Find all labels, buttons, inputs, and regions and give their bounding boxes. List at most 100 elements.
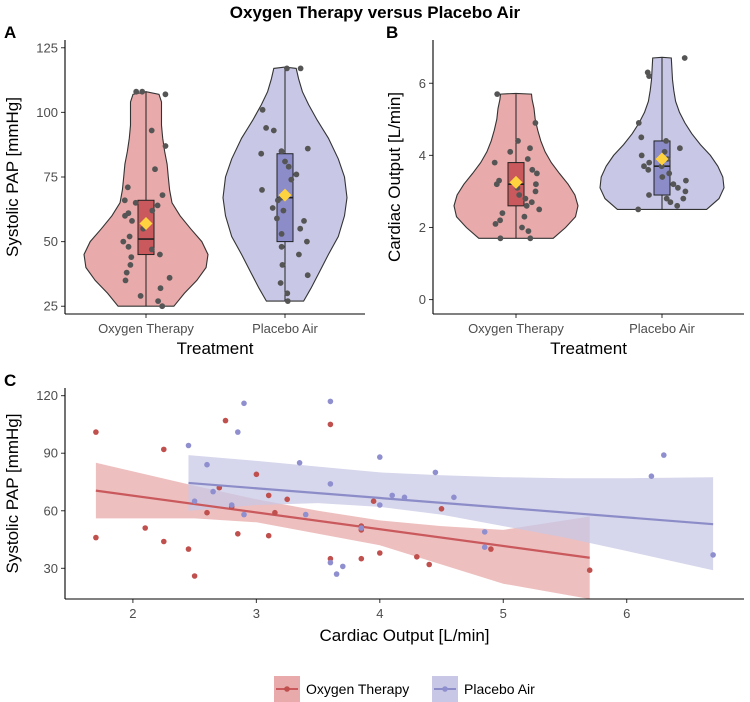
data-point-placebo <box>340 563 346 570</box>
data-point-oxygen <box>126 233 133 240</box>
data-point-oxygen <box>527 145 533 152</box>
data-point-oxygen <box>507 148 514 155</box>
data-point-placebo <box>277 280 284 286</box>
y-tick-label: 25 <box>44 299 58 314</box>
data-point-placebo <box>280 207 287 214</box>
data-point-placebo <box>270 127 277 134</box>
data-point-placebo <box>191 498 198 505</box>
data-point-placebo <box>301 218 307 224</box>
y-axis-title: Systolic PAP [mmHg] <box>3 414 22 574</box>
data-point-placebo <box>646 73 652 79</box>
data-point-oxygen <box>159 192 166 199</box>
data-point-oxygen <box>185 546 192 552</box>
mean-marker-placebo <box>278 188 292 202</box>
data-point-oxygen <box>122 277 129 284</box>
data-point-oxygen <box>327 555 334 562</box>
data-point-oxygen <box>148 246 155 253</box>
data-point-oxygen <box>152 166 158 173</box>
panel-a-violin-chart: 25 50 75 100 125 Oxygen Therapy Placebo Air Tre… <box>3 40 365 358</box>
x-axis-title: Treatment <box>550 339 627 358</box>
data-point-placebo <box>304 272 311 279</box>
confidence-band-placebo <box>188 455 714 571</box>
panel-label-a: A <box>4 23 16 42</box>
data-point-oxygen <box>148 127 155 134</box>
data-point-oxygen <box>149 207 156 214</box>
y-tick-label: 120 <box>36 388 58 403</box>
data-point-placebo <box>297 65 304 72</box>
data-point-oxygen <box>162 91 169 98</box>
data-point-placebo <box>638 152 645 159</box>
data-point-placebo <box>646 192 652 198</box>
data-point-placebo <box>241 400 247 407</box>
data-point-placebo <box>259 106 266 113</box>
data-point-placebo <box>710 552 716 558</box>
data-point-placebo <box>670 181 677 188</box>
data-point-oxygen <box>93 429 99 435</box>
data-point-oxygen <box>521 213 528 220</box>
data-point-placebo <box>646 159 653 166</box>
y-tick-label: 2 <box>419 220 426 235</box>
y-tick-label: 60 <box>44 503 58 518</box>
data-point-placebo <box>666 170 673 177</box>
data-point-placebo <box>185 442 192 449</box>
data-point-placebo <box>327 398 334 405</box>
x-tick-label-placebo: Placebo Air <box>629 321 695 336</box>
data-point-oxygen <box>142 525 148 531</box>
data-point-placebo <box>274 215 280 222</box>
data-point-placebo <box>327 559 334 566</box>
data-point-placebo <box>284 298 291 304</box>
legend-key-placebo-point <box>442 686 448 692</box>
data-point-placebo <box>228 502 235 508</box>
data-point-oxygen <box>523 202 530 209</box>
data-point-oxygen <box>272 509 278 516</box>
data-point-oxygen <box>157 285 164 292</box>
data-point-placebo <box>432 469 439 476</box>
data-point-oxygen <box>161 446 167 453</box>
x-tick-label-placebo: Placebo Air <box>252 321 318 336</box>
data-point-placebo <box>293 171 300 178</box>
x-axis-title: Treatment <box>177 339 254 358</box>
data-point-placebo <box>667 199 674 206</box>
x-axis-title: Cardiac Output [L/min] <box>319 626 489 645</box>
y-axis-title: Systolic PAP [mmHg] <box>3 97 22 257</box>
data-point-placebo <box>235 429 241 435</box>
data-point-oxygen <box>527 235 534 242</box>
y-tick-label: 125 <box>36 40 58 55</box>
data-point-oxygen <box>532 188 539 195</box>
y-tick-label: 75 <box>44 170 58 185</box>
data-point-placebo <box>333 571 340 577</box>
data-point-placebo <box>661 452 667 458</box>
data-point-oxygen <box>524 156 531 162</box>
data-point-placebo <box>389 492 396 499</box>
data-point-oxygen <box>327 421 334 428</box>
data-point-oxygen <box>120 238 127 245</box>
data-point-oxygen <box>191 573 198 579</box>
data-point-oxygen <box>533 181 539 188</box>
data-point-oxygen <box>522 195 529 202</box>
data-point-oxygen <box>129 218 135 224</box>
data-point-placebo <box>297 225 304 232</box>
data-point-oxygen <box>235 531 241 537</box>
data-point-placebo <box>451 494 457 501</box>
data-point-placebo <box>635 206 642 213</box>
data-point-oxygen <box>499 210 506 217</box>
data-point-placebo <box>658 163 665 170</box>
data-point-oxygen <box>121 197 128 204</box>
data-point-oxygen <box>162 143 169 149</box>
data-point-oxygen <box>497 217 503 224</box>
data-point-placebo <box>263 125 269 131</box>
data-point-oxygen <box>265 532 272 539</box>
regression-line-placebo <box>188 481 714 526</box>
data-point-placebo <box>259 187 265 193</box>
data-point-placebo <box>638 134 645 141</box>
data-point-placebo <box>296 460 303 466</box>
data-point-oxygen <box>154 202 161 209</box>
panel-label-c: C <box>4 371 16 390</box>
data-point-oxygen <box>123 269 130 276</box>
data-point-placebo <box>279 262 286 268</box>
data-point-oxygen <box>519 224 525 231</box>
legend: Oxygen Therapy Placebo Air <box>274 676 535 702</box>
data-point-oxygen <box>253 471 260 478</box>
